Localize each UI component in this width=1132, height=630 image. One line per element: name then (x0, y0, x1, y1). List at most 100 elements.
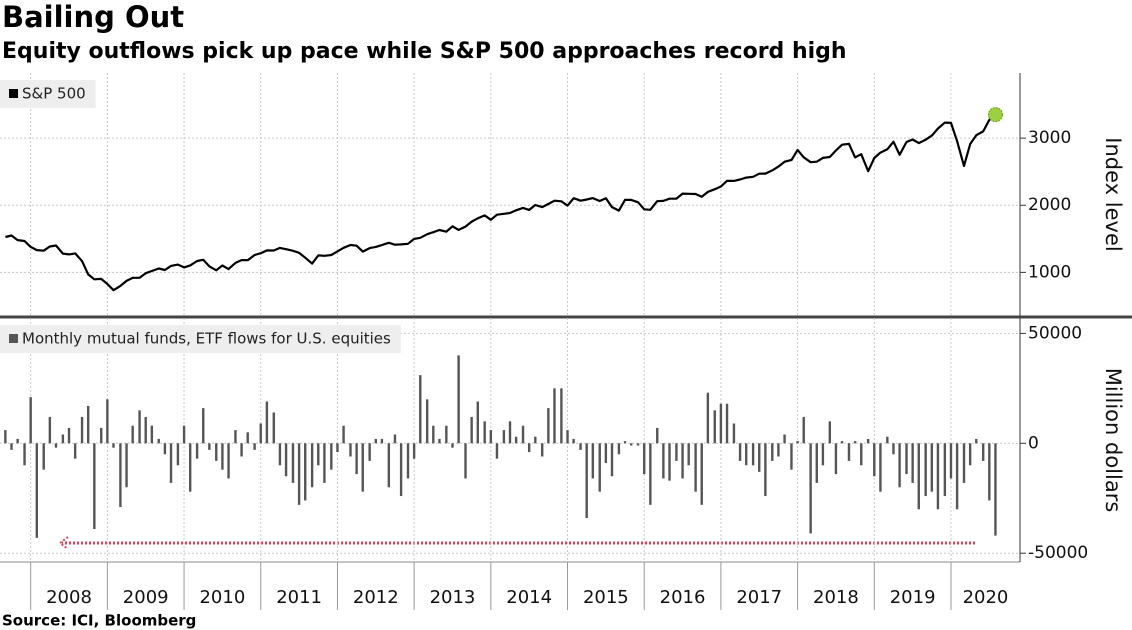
bar (975, 438, 978, 444)
x-tick-label: 2008 (46, 587, 92, 608)
y-axis-label: Million dollars (1101, 368, 1125, 513)
bar (489, 430, 493, 444)
bar (182, 425, 186, 444)
bar (610, 443, 614, 477)
bar (994, 443, 997, 536)
bar (636, 443, 640, 446)
bar (284, 443, 288, 477)
bar (215, 443, 218, 461)
bar (4, 430, 7, 444)
bar (815, 443, 818, 483)
bar (758, 443, 761, 472)
bar (438, 438, 441, 444)
bar (694, 443, 697, 492)
x-tick-label: 2015 (583, 587, 629, 608)
bar (725, 403, 729, 444)
bar (821, 443, 825, 466)
bar (713, 410, 716, 444)
bar (349, 443, 352, 457)
bar (297, 443, 301, 505)
bar (464, 443, 467, 479)
bar (828, 421, 832, 444)
y-tick-label: 50000 (1028, 323, 1082, 343)
bar (796, 441, 799, 444)
bar (495, 443, 499, 459)
bar (368, 443, 371, 461)
bar (764, 443, 767, 497)
bar (566, 430, 569, 444)
bar (706, 392, 710, 444)
bar (10, 443, 13, 450)
x-tick-label: 2018 (813, 587, 859, 608)
bar (23, 443, 26, 466)
bar (323, 443, 326, 483)
bar (649, 443, 652, 505)
bar (579, 443, 582, 450)
bar (988, 443, 991, 501)
bar (604, 443, 608, 464)
bar (623, 441, 627, 444)
bar (86, 405, 90, 444)
bar (265, 401, 269, 444)
bar (163, 443, 167, 455)
bar (547, 408, 550, 444)
bar (541, 443, 544, 457)
bar (61, 434, 65, 444)
bar (560, 388, 563, 444)
bar (572, 438, 575, 444)
bar (955, 443, 959, 510)
bar (643, 443, 646, 475)
bar (553, 388, 556, 444)
bar (732, 423, 736, 444)
legend-swatch (9, 89, 18, 98)
bar (834, 443, 838, 475)
bar (809, 443, 812, 534)
bar (445, 425, 448, 444)
bar (138, 410, 141, 444)
bar (425, 399, 429, 444)
bar (738, 443, 742, 461)
bar (629, 443, 633, 446)
bar (144, 416, 147, 444)
bar (521, 425, 525, 444)
bar (771, 443, 774, 461)
bar (93, 443, 96, 530)
bar (188, 443, 192, 492)
legend-label: S&P 500 (22, 85, 86, 103)
source-note: Source: ICI, Bloomberg (2, 612, 196, 630)
bar (968, 443, 972, 466)
panel: -50000 0 50000 Million dollars Monthly mutua… (0, 318, 1125, 610)
bar (406, 443, 410, 479)
bar (681, 443, 684, 479)
bar (150, 425, 154, 444)
x-tick-label: 2009 (123, 587, 169, 608)
legend-background (0, 325, 401, 353)
bar (259, 423, 262, 444)
x-tick-label: 2011 (276, 587, 322, 608)
bar (675, 443, 678, 461)
bar (432, 425, 435, 444)
bar (860, 443, 863, 466)
bar (67, 427, 71, 444)
bar (514, 436, 518, 444)
bar (527, 443, 531, 453)
bar (355, 443, 358, 475)
bar (924, 443, 927, 497)
x-tick-label: 2012 (353, 587, 399, 608)
bar (54, 443, 58, 448)
bar (745, 443, 748, 466)
bar (847, 443, 851, 461)
bar (905, 443, 908, 475)
bar (202, 408, 205, 444)
bar (73, 443, 77, 459)
bar (751, 443, 755, 466)
bar (451, 443, 454, 448)
bar (917, 443, 920, 510)
bar (981, 443, 985, 461)
bar (617, 443, 621, 455)
bar (393, 434, 397, 444)
line-series (5, 113, 997, 292)
bar (119, 443, 122, 508)
bar (35, 443, 39, 538)
